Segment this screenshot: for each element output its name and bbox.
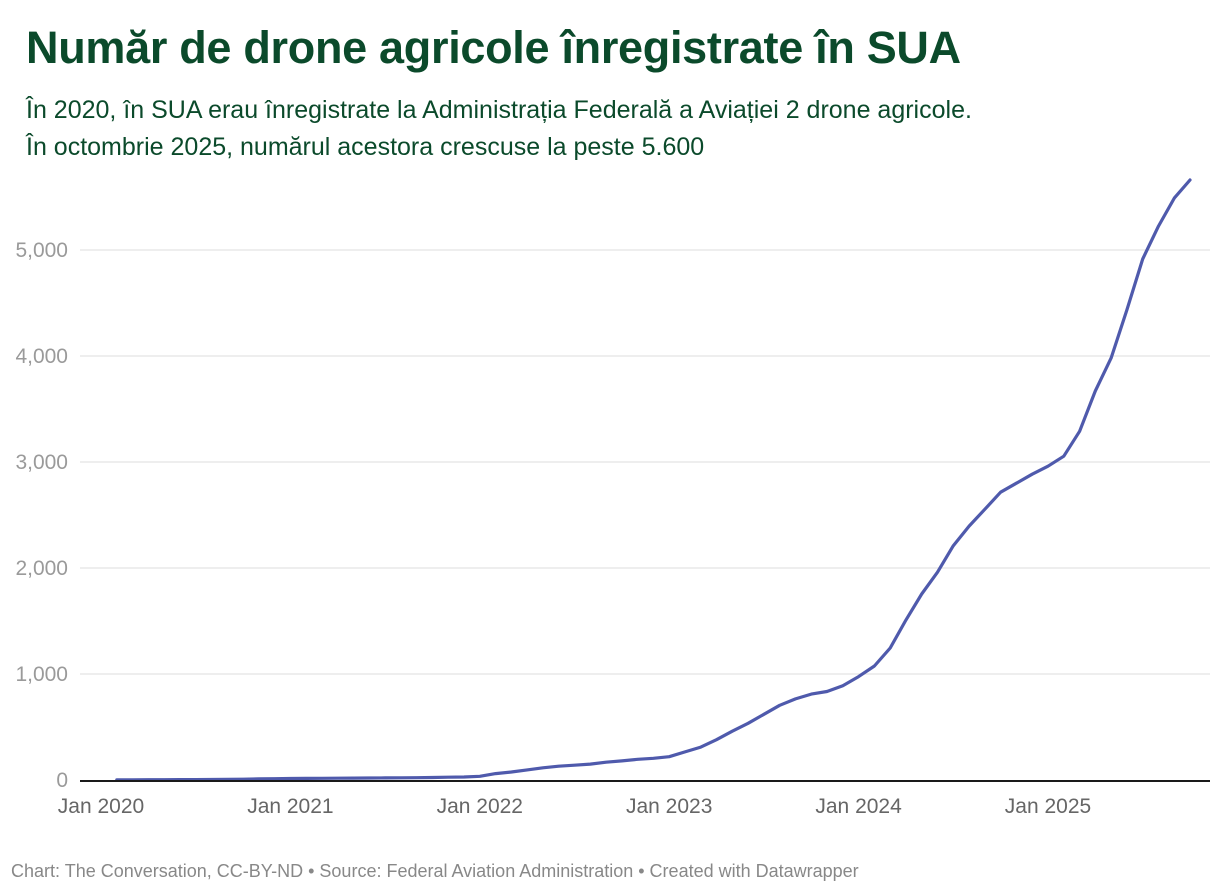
subtitle-line-1: În 2020, în SUA erau înregistrate la Adm… bbox=[26, 96, 972, 124]
chart-footer: Chart: The Conversation, CC-BY-ND • Sour… bbox=[11, 861, 859, 881]
chart-title: Număr de drone agricole înregistrate în … bbox=[26, 22, 961, 73]
subtitle-line-2: În octombrie 2025, numărul acestora cres… bbox=[26, 133, 705, 161]
y-tick-label: 3,000 bbox=[15, 451, 68, 474]
x-tick-label: Jan 2025 bbox=[1005, 795, 1091, 818]
x-tick-label: Jan 2022 bbox=[437, 795, 523, 818]
y-tick-label: 4,000 bbox=[15, 345, 68, 368]
chart-subtitle: În 2020, în SUA erau înregistrate la Adm… bbox=[26, 92, 972, 166]
y-tick-label: 1,000 bbox=[15, 663, 68, 686]
grid-lines bbox=[80, 249, 1210, 675]
y-tick-label: 5,000 bbox=[15, 239, 68, 262]
x-tick-label: Jan 2023 bbox=[626, 795, 712, 818]
x-tick-label: Jan 2020 bbox=[58, 795, 144, 818]
x-axis-ticks: Jan 2020 Jan 2021 Jan 2022 Jan 2023 Jan 2024… bbox=[58, 795, 1091, 818]
x-tick-label: Jan 2021 bbox=[247, 795, 333, 818]
y-tick-label: 0 bbox=[56, 769, 68, 792]
series-line bbox=[115, 178, 1192, 782]
series-group bbox=[115, 178, 1192, 782]
y-tick-label: 2,000 bbox=[15, 557, 68, 580]
y-axis-ticks: 0 1,000 2,000 3,000 4,000 5,000 bbox=[15, 239, 68, 792]
x-tick-label: Jan 2024 bbox=[815, 795, 902, 818]
